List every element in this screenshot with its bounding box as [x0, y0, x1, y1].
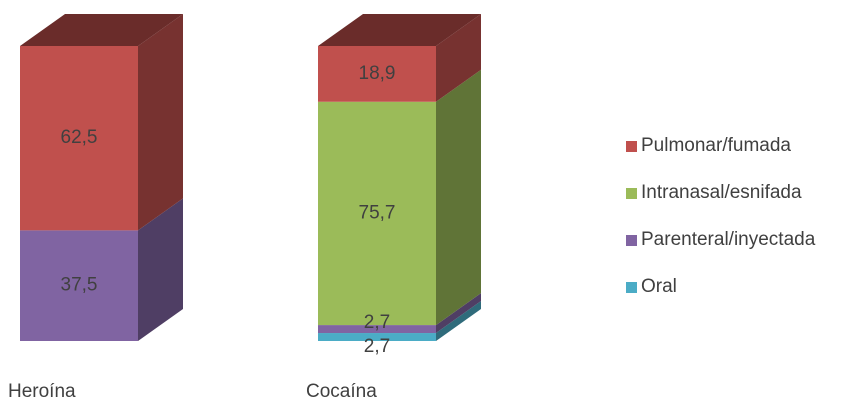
bar-side-heroina-parenteral-inyectada [138, 198, 183, 341]
legend-label-pulmonar: Pulmonar/fumada [641, 135, 791, 156]
legend-swatch-pulmonar [626, 140, 637, 152]
legend-item-intranasal: Intranasal/esnifada [626, 181, 854, 205]
legend-label-oral: Oral [641, 276, 677, 297]
bar-top-cocaina-pulmonar-fumada [318, 14, 481, 46]
legend-label-parenteral: Parenteral/inyectada [641, 229, 816, 250]
bar-front-cocaina-parenteral-inyectada [318, 325, 436, 334]
bar-front-cocaina-oral [318, 333, 436, 341]
category-label-cocaina: Cocaína [306, 381, 377, 400]
bar-side-cocaina-parenteral-inyectada [436, 293, 481, 334]
data-label-cocaina-intranasal-esnifada: 75,7 [359, 202, 396, 223]
data-label-cocaina-oral: 2,7 [364, 336, 390, 357]
legend-item-pulmonar: Pulmonar/fumada [626, 134, 854, 158]
data-label-heroina-parenteral-inyectada: 37,5 [61, 275, 98, 296]
category-label-heroina: Heroína [8, 381, 76, 400]
bar-front-cocaina-pulmonar-fumada [318, 46, 436, 102]
data-label-cocaina-pulmonar-fumada: 18,9 [359, 63, 396, 84]
legend-item-parenteral: Parenteral/inyectada [626, 228, 854, 252]
bar-front-heroina-pulmonar-fumada [20, 46, 138, 231]
bar-top-heroina-pulmonar-fumada [20, 14, 183, 46]
chart-legend: Pulmonar/fumada Intranasal/esnifada Pare… [626, 134, 854, 322]
legend-swatch-parenteral [626, 234, 637, 246]
legend-swatch-oral [626, 281, 637, 293]
bar-side-cocaina-pulmonar-fumada [436, 14, 481, 102]
bar-front-heroina-parenteral-inyectada [20, 230, 138, 341]
bar-side-cocaina-oral [436, 301, 481, 341]
bar-side-cocaina-intranasal-esnifada [436, 69, 481, 326]
legend-label-intranasal: Intranasal/esnifada [641, 182, 802, 203]
legend-item-oral: Oral [626, 275, 854, 299]
bar-front-cocaina-intranasal-esnifada [318, 101, 436, 326]
bar-side-heroina-pulmonar-fumada [138, 14, 183, 231]
legend-swatch-intranasal [626, 187, 637, 199]
data-label-heroina-pulmonar-fumada: 62,5 [61, 127, 98, 148]
data-label-cocaina-parenteral-inyectada: 2,7 [364, 312, 390, 333]
